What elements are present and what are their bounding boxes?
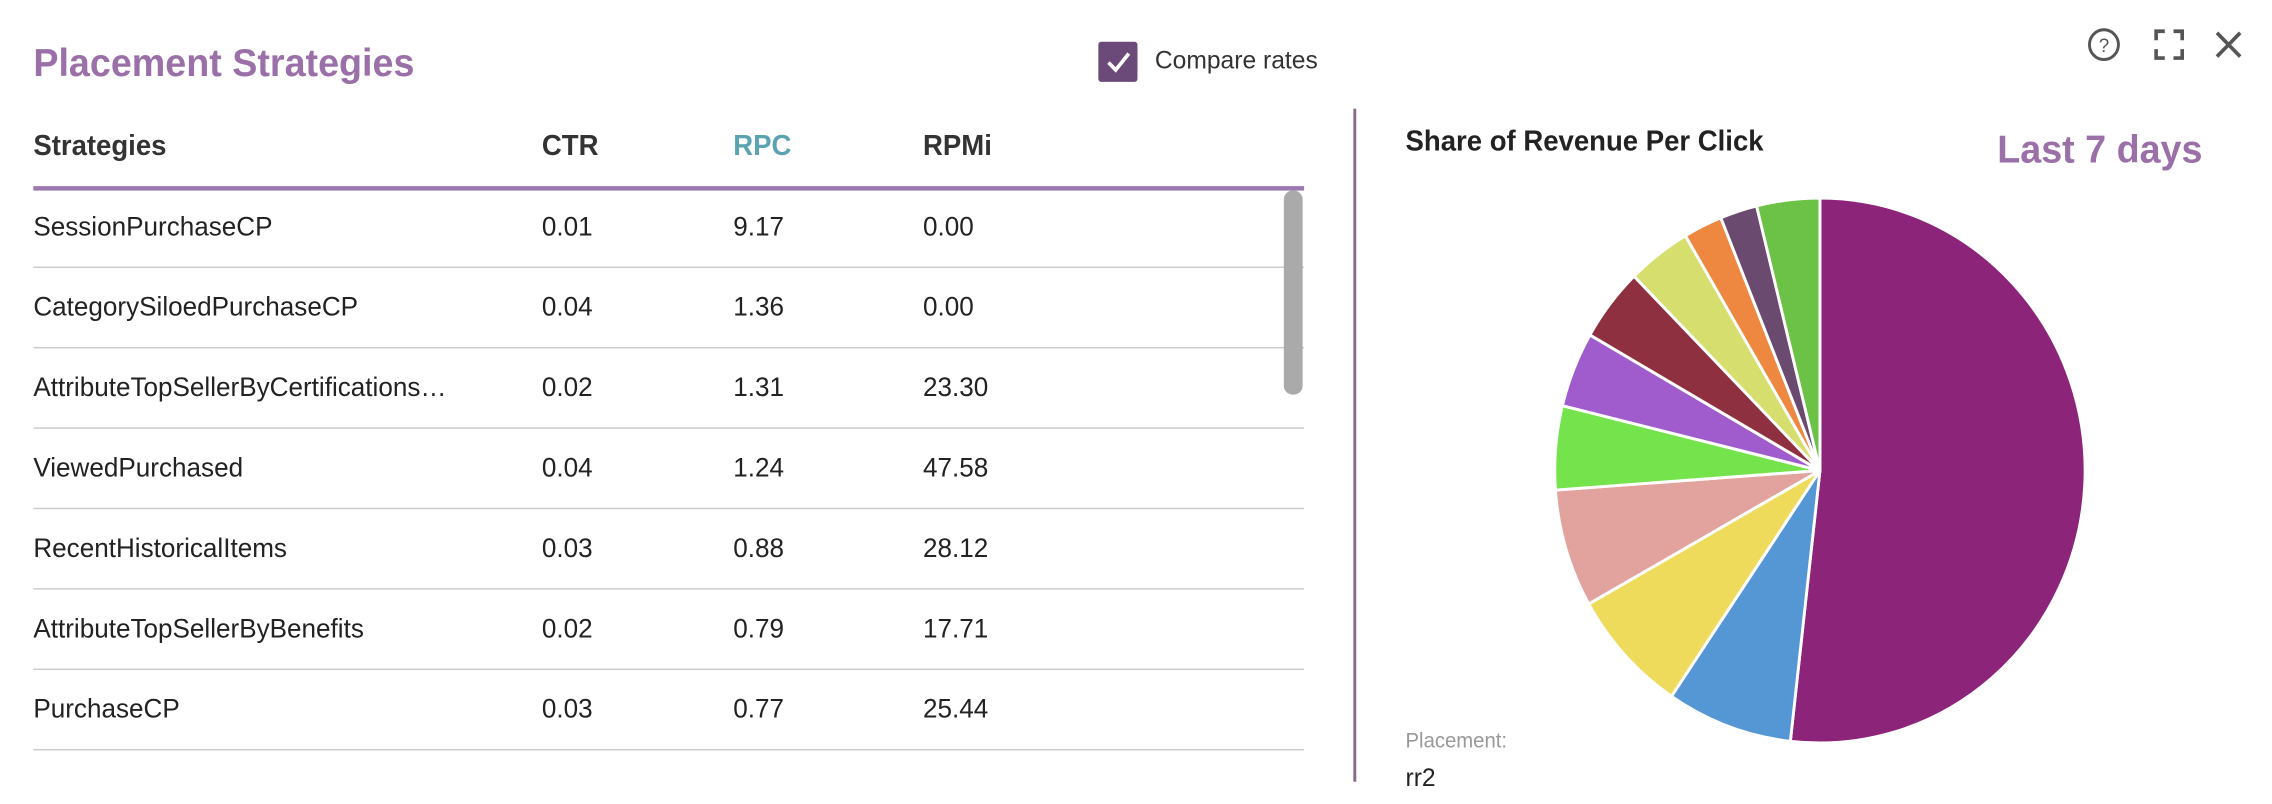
help-icon[interactable]: ? <box>2088 28 2120 62</box>
pie-slice[interactable] <box>1586 469 1822 699</box>
panel-title: Placement Strategies <box>33 40 415 85</box>
column-header[interactable]: CTR <box>541 131 599 163</box>
table-cell: 0.88 <box>733 533 784 563</box>
table-cell: AttributeTopSellerByBenefits <box>33 613 364 644</box>
row-divider <box>33 427 1305 429</box>
compare-checkbox[interactable] <box>1098 41 1138 82</box>
column-header[interactable]: Strategies <box>33 131 167 163</box>
table-cell: 0.01 <box>541 211 593 242</box>
placement-label: Placement: <box>1405 728 1508 752</box>
table-cell: 47.58 <box>923 452 989 483</box>
table-cell: AttributeTopSellerByCertifications… <box>33 372 447 403</box>
table-cell: CategorySiloedPurchaseCP <box>33 291 359 322</box>
close-icon[interactable] <box>2215 31 2242 58</box>
table-cell: 25.44 <box>923 693 989 724</box>
expand-icon[interactable] <box>2154 29 2185 60</box>
table-cell: 0.79 <box>733 613 784 644</box>
period[interactable]: Last 7 days <box>1997 126 2203 172</box>
column-header[interactable]: RPC <box>733 131 792 163</box>
table-cell: 23.30 <box>923 372 989 403</box>
header-underline <box>33 186 1305 191</box>
table-cell: 0.03 <box>541 533 593 563</box>
table-cell: 0.00 <box>923 291 974 322</box>
placement-value: rr2 <box>1405 763 1436 793</box>
scrollbar[interactable] <box>1283 190 1303 395</box>
table-cell: 9.17 <box>733 211 784 242</box>
pie-slice[interactable] <box>1754 196 1822 471</box>
table-cell: 1.31 <box>733 372 784 403</box>
pie-slice[interactable] <box>1788 196 2087 745</box>
check-icon <box>1107 52 1131 73</box>
column-header[interactable]: RPMi <box>923 131 992 163</box>
table-cell: PurchaseCP <box>33 693 180 724</box>
table-cell: 0.04 <box>541 452 593 483</box>
row-divider <box>33 346 1305 349</box>
pie-slice[interactable] <box>1669 469 1822 743</box>
pie-title: Share of Revenue Per Click <box>1405 126 1764 158</box>
pie-slice[interactable] <box>1553 469 1821 606</box>
table-cell: 0.04 <box>541 291 593 322</box>
table-cell: 0.02 <box>541 613 593 644</box>
row-divider <box>33 588 1305 590</box>
row-divider <box>33 507 1305 510</box>
compare-label[interactable]: Compare rates <box>1154 46 1318 75</box>
svg-text:?: ? <box>2099 36 2109 57</box>
table-cell: 1.24 <box>733 452 784 483</box>
table-cell: 0.00 <box>923 211 974 242</box>
table-cell: 1.36 <box>733 291 784 322</box>
table-cell: SessionPurchaseCP <box>33 211 273 242</box>
table-cell: 0.02 <box>541 372 593 403</box>
row-divider <box>33 668 1305 671</box>
table-cell: 17.71 <box>923 613 989 644</box>
table-cell: 0.77 <box>733 693 784 724</box>
divider <box>1353 108 1357 782</box>
table-cell: RecentHistoricalItems <box>33 533 287 563</box>
table-cell: ViewedPurchased <box>33 452 244 483</box>
toolbar-icons: ? <box>2088 28 2242 62</box>
row-divider <box>33 266 1305 269</box>
row-divider <box>33 748 1305 751</box>
table-cell: 0.03 <box>541 693 593 724</box>
table-cell: 28.12 <box>923 533 989 563</box>
